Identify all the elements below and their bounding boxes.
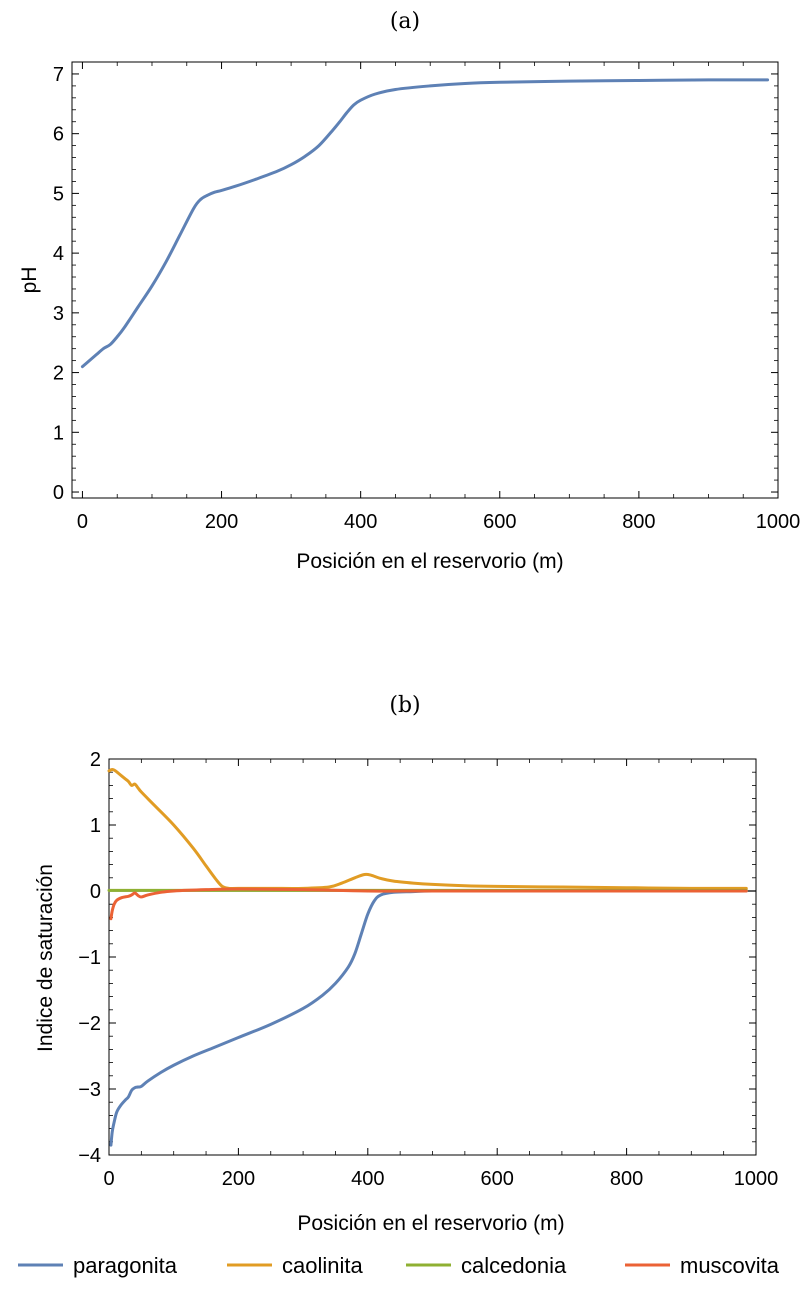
x-tick-label: 200	[205, 511, 238, 533]
legend-label: calcedonia	[461, 1253, 567, 1278]
legend-item-paragonita: paragonita	[18, 1253, 178, 1278]
x-axis-label-a: Posición en el reservorio (m)	[296, 550, 563, 573]
plot-frame-b	[108, 758, 757, 1156]
y-tick-label: 1	[53, 422, 64, 444]
x-tick-label: 600	[483, 511, 516, 533]
ticks-a: 0 200 400 600 800 1000 0 1 2 3 4 5 6 7	[53, 62, 800, 533]
series-line-paragonita	[109, 889, 748, 1147]
y-tick-label: 6	[53, 124, 64, 146]
x-tick-label: 400	[351, 1168, 384, 1190]
y-tick-label: 1	[90, 815, 101, 837]
y-tick-label: 2	[90, 749, 101, 771]
y-axis-label-b: Indice de saturación	[34, 864, 57, 1052]
legend-label: caolinita	[282, 1253, 363, 1278]
y-tick-label: 7	[53, 64, 64, 86]
x-tick-label: 1000	[756, 511, 801, 533]
y-tick-label: −4	[78, 1145, 101, 1167]
legend-label: paragonita	[73, 1253, 178, 1278]
panel-b-title: (b)	[389, 693, 420, 718]
panel-b: (b) 0 200 400 600 800 1000 −4 −3 −2 −1 0 1 2 Posició…	[34, 693, 778, 1235]
x-tick-label: 0	[77, 511, 88, 533]
x-tick-label: 800	[622, 511, 655, 533]
panel-a: (a) 0 200 400 600 800 1000 0 1 2 3 4 5 6 7 Posición e…	[18, 9, 800, 573]
legend-item-muscovita: muscovita	[625, 1253, 780, 1278]
series-line-ph	[80, 78, 770, 369]
x-tick-label: 0	[103, 1168, 114, 1190]
y-tick-label: 0	[90, 881, 101, 903]
legend: paragonita caolinita calcedonia muscovita	[18, 1253, 780, 1278]
panel-a-title: (a)	[390, 9, 420, 34]
series-a	[80, 78, 770, 369]
y-tick-label: −1	[78, 947, 101, 969]
legend-label: muscovita	[680, 1253, 780, 1278]
y-tick-label: 3	[53, 303, 64, 325]
x-tick-label: 1000	[734, 1168, 779, 1190]
x-tick-label: 800	[610, 1168, 643, 1190]
x-tick-label: 400	[344, 511, 377, 533]
legend-item-caolinita: caolinita	[227, 1253, 363, 1278]
y-tick-label: −2	[78, 1013, 101, 1035]
y-tick-label: 2	[53, 363, 64, 385]
series-line-caolinita	[107, 768, 748, 891]
series-line-muscovita	[109, 887, 748, 921]
plot-frame-a	[71, 61, 779, 499]
legend-item-calcedonia: calcedonia	[406, 1253, 567, 1278]
x-axis-label-b: Posición en el reservorio (m)	[297, 1212, 564, 1235]
y-tick-label: −3	[78, 1079, 101, 1101]
x-tick-label: 600	[481, 1168, 514, 1190]
series-b	[107, 768, 748, 1147]
y-tick-label: 0	[53, 482, 64, 504]
y-tick-label: 4	[53, 243, 64, 265]
ticks-b: 0 200 400 600 800 1000 −4 −3 −2 −1 0 1 2	[78, 749, 778, 1190]
y-axis-label-a: pH	[18, 267, 41, 294]
x-tick-label: 200	[222, 1168, 255, 1190]
y-tick-label: 5	[53, 183, 64, 205]
